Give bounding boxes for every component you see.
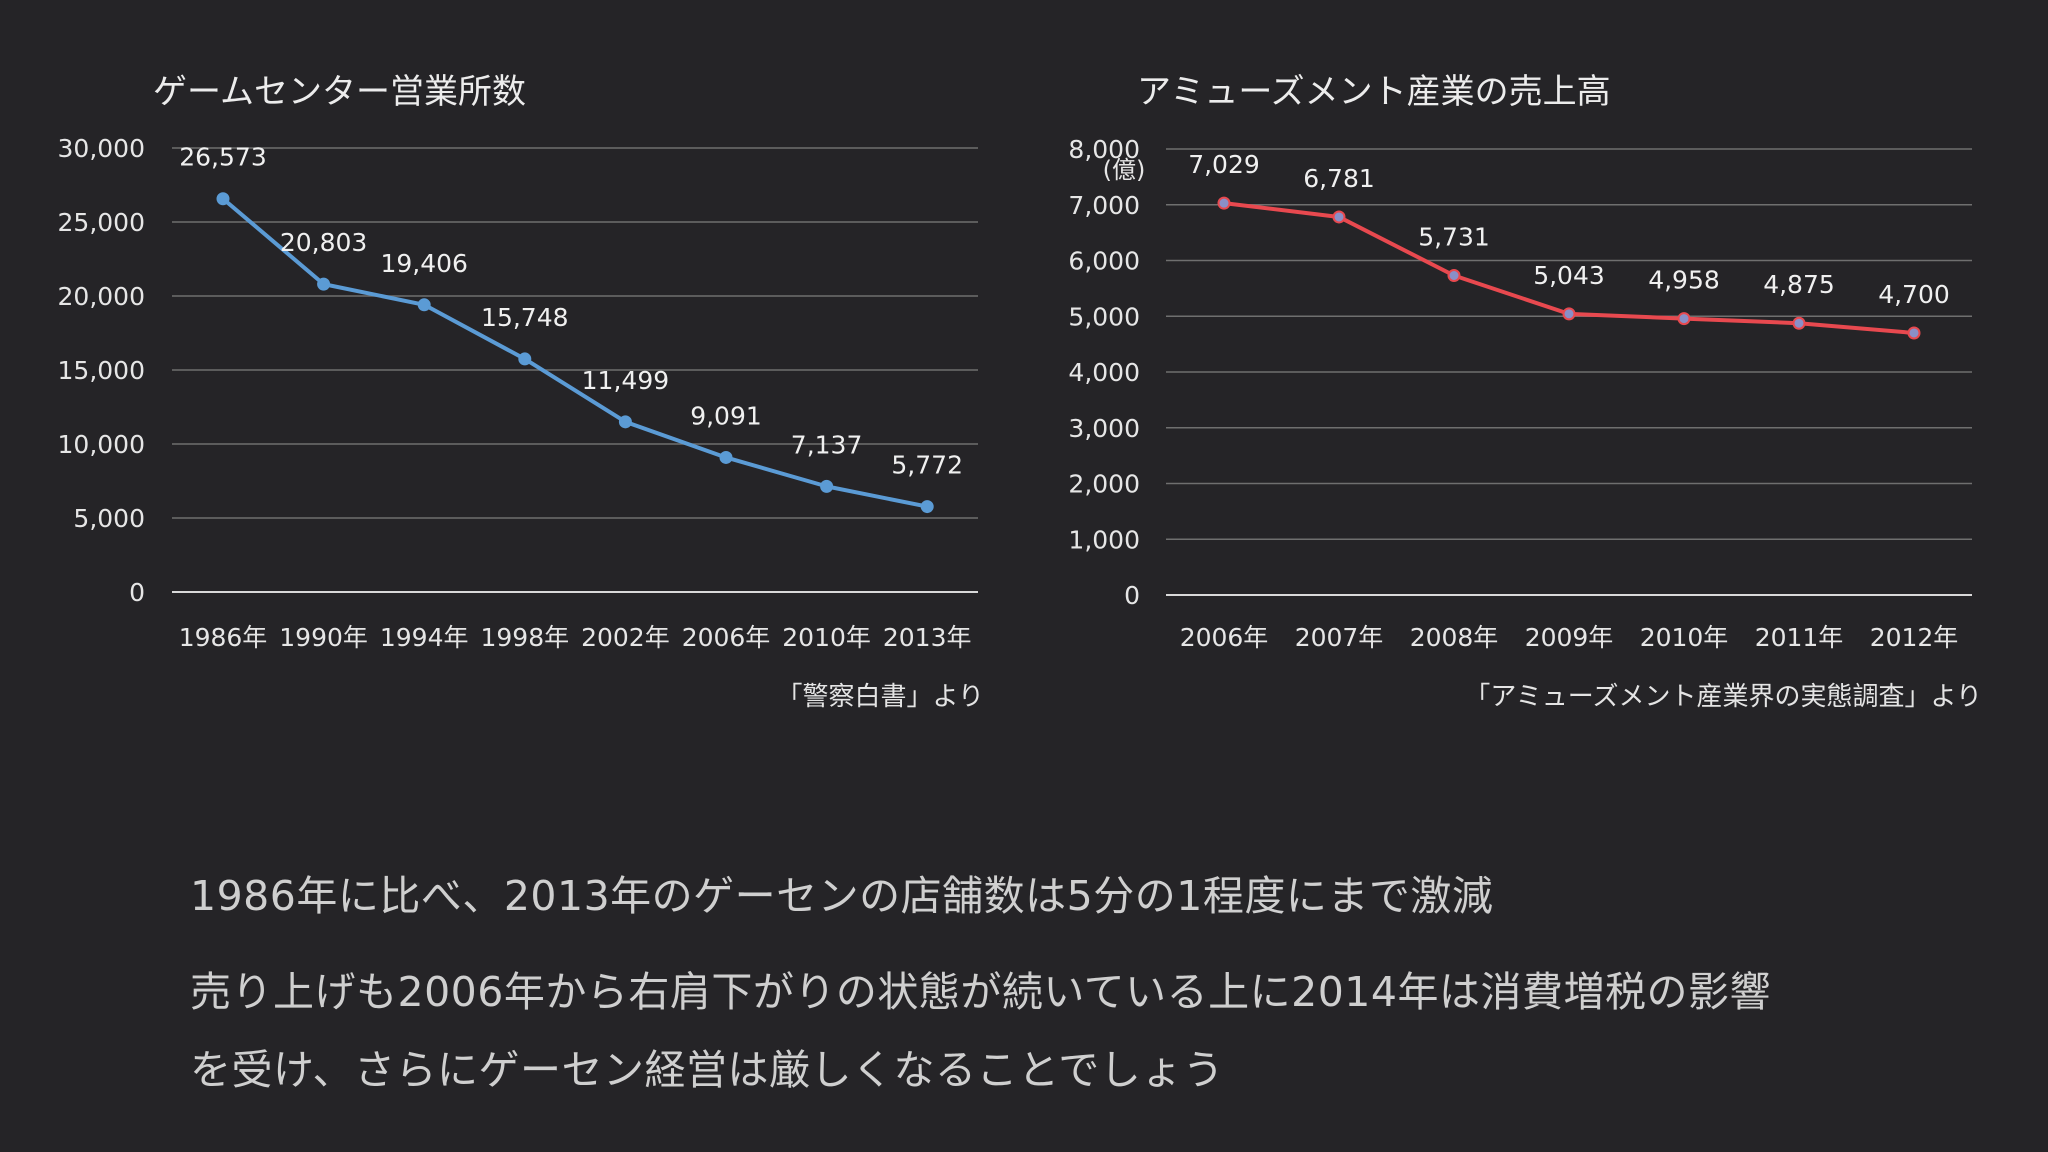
chart2-data-label: 4,700 — [1878, 280, 1950, 309]
chart2-data-point — [1677, 312, 1691, 326]
chart1-data-label: 5,772 — [891, 451, 963, 480]
chart2-data-point — [1562, 307, 1576, 321]
chart2-y-tick-label: 5,000 — [1068, 302, 1140, 331]
chart1-x-tick-label: 1990年 — [279, 623, 368, 652]
chart1-data-label: 19,406 — [380, 249, 467, 278]
chart1-y-tick-label: 5,000 — [73, 504, 145, 533]
chart1-data-label: 9,091 — [690, 401, 762, 430]
chart2-data-point — [1217, 196, 1231, 210]
chart2-data-label: 5,043 — [1533, 261, 1605, 290]
chart2-y-tick-label: 7,000 — [1068, 191, 1140, 220]
chart1-x-tick-label: 2002年 — [581, 623, 670, 652]
chart1-x-tick-label: 1986年 — [179, 623, 268, 652]
chart2-x-tick-label: 2009年 — [1525, 623, 1614, 652]
chart2-x-tick-label: 2012年 — [1870, 623, 1959, 652]
chart2-data-point — [1332, 210, 1346, 224]
chart1-x-tick-label: 2006年 — [682, 623, 771, 652]
source-note-amusement-survey: 「アミューズメント産業界の実態調査」より — [1464, 682, 1982, 712]
chart2-y-tick-label: 8,000 — [1068, 135, 1140, 164]
chart2-data-label: 5,731 — [1418, 222, 1490, 251]
chart2-data-point — [1792, 316, 1806, 330]
chart-title-arcade-count: ゲームセンター営業所数 — [153, 72, 526, 112]
chart1-y-tick-label: 0 — [129, 578, 145, 607]
chart2-y-tick-label: 3,000 — [1068, 414, 1140, 443]
chart1-data-label: 7,137 — [791, 430, 863, 459]
amusement-sales-line-chart: 0 1,000 2,000 3,000 4,000 5,000 6,000 7,000 8,00… — [1068, 135, 1972, 652]
chart1-data-point — [518, 352, 532, 366]
chart2-unit-label: (億) — [1103, 156, 1146, 184]
chart1-data-point — [216, 192, 230, 206]
summary-line-1: 1986年に比べ、2013年のゲーセンの店舗数は5分の1程度にまで激減 — [190, 872, 1494, 920]
chart1-data-point — [417, 298, 431, 312]
chart1-series-line — [221, 196, 930, 509]
chart1-data-point — [820, 479, 834, 493]
chart2-data-label: 4,875 — [1763, 270, 1835, 299]
chart1-y-tick-label: 25,000 — [58, 208, 145, 237]
chart2-y-tick-label: 6,000 — [1068, 247, 1140, 276]
chart2-x-tick-label: 2008年 — [1410, 623, 1499, 652]
chart1-data-point — [618, 415, 632, 429]
chart2-x-tick-label: 2006年 — [1180, 623, 1269, 652]
chart1-data-label: 15,748 — [481, 303, 568, 332]
chart2-x-tick-label: 2010年 — [1640, 623, 1729, 652]
chart2-y-tick-label: 0 — [1124, 581, 1140, 610]
chart2-data-label: 6,781 — [1303, 164, 1375, 193]
chart2-x-tick-label: 2007年 — [1295, 623, 1384, 652]
chart2-y-tick-label: 1,000 — [1068, 525, 1140, 554]
chart2-y-tick-label: 2,000 — [1068, 470, 1140, 499]
summary-line-3: を受け、さらにゲーセン経営は厳しくなることでしょう — [190, 1046, 1225, 1094]
source-note-police-whitepaper: 「警察白書」より — [776, 682, 984, 712]
chart1-data-label: 20,803 — [280, 228, 367, 257]
chart1-x-tick-label: 1998年 — [480, 623, 569, 652]
chart1-x-tick-label: 2013年 — [883, 623, 972, 652]
chart2-data-point — [1907, 326, 1921, 340]
chart1-y-tick-label: 10,000 — [58, 430, 145, 459]
chart2-y-tick-label: 4,000 — [1068, 358, 1140, 387]
chart1-data-point — [920, 500, 934, 514]
chart1-data-label: 11,499 — [582, 366, 669, 395]
chart2-x-tick-label: 2011年 — [1755, 623, 1844, 652]
chart1-x-tick-label: 1994年 — [380, 623, 469, 652]
chart2-data-label: 4,958 — [1648, 266, 1720, 295]
chart2-data-point — [1447, 268, 1461, 282]
arcade-count-line-chart: 0 5,000 10,000 15,000 20,000 25,000 30,000 1986… — [58, 134, 978, 652]
chart1-data-point — [317, 277, 331, 291]
chart2-data-label: 7,029 — [1188, 150, 1260, 179]
chart1-x-tick-label: 2010年 — [782, 623, 871, 652]
chart1-y-tick-label: 15,000 — [58, 356, 145, 385]
chart1-data-point — [719, 450, 733, 464]
chart1-y-tick-label: 20,000 — [58, 282, 145, 311]
chart1-data-label: 26,573 — [179, 143, 266, 172]
chart-title-amusement-sales: アミューズメント産業の売上高 — [1137, 72, 1611, 112]
summary-line-2: 売り上げも2006年から右肩下がりの状態が続いている上に2014年は消費増税の影… — [190, 968, 1771, 1016]
chart1-y-tick-label: 30,000 — [58, 134, 145, 163]
